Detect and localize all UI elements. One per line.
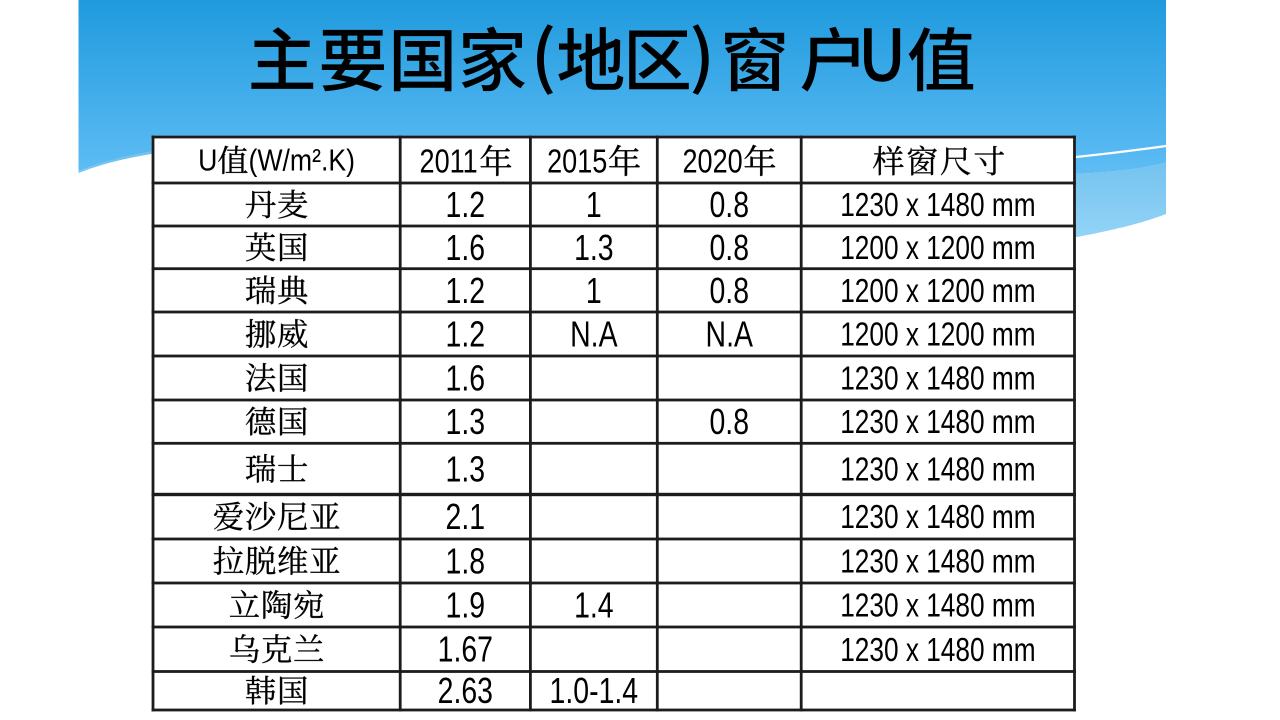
svg-text:1200 x 1200 mm: 1200 x 1200 mm	[840, 273, 1035, 310]
svg-text:1.2: 1.2	[446, 185, 486, 225]
svg-text:1230 x 1480 mm: 1230 x 1480 mm	[840, 404, 1035, 441]
svg-text:1.3: 1.3	[446, 402, 486, 442]
svg-text:0.8: 0.8	[709, 185, 749, 225]
svg-text:1.6: 1.6	[446, 358, 486, 398]
svg-text:2011: 2011	[420, 144, 478, 180]
svg-text:N.A: N.A	[706, 314, 754, 354]
svg-text:1230 x 1480 mm: 1230 x 1480 mm	[840, 588, 1035, 625]
svg-text:1230 x 1480 mm: 1230 x 1480 mm	[840, 187, 1035, 224]
svg-text:1230 x 1480 mm: 1230 x 1480 mm	[840, 499, 1035, 536]
svg-text:1.0-1.4: 1.0-1.4	[550, 671, 639, 711]
svg-text:(W/m².K): (W/m².K)	[248, 143, 355, 177]
svg-text:1230 x 1480 mm: 1230 x 1480 mm	[840, 544, 1035, 581]
svg-text:1.8: 1.8	[446, 541, 486, 581]
svg-text:1200 x 1200 mm: 1200 x 1200 mm	[840, 317, 1035, 354]
svg-text:1.4: 1.4	[574, 585, 614, 625]
svg-text:1.9: 1.9	[446, 585, 486, 625]
svg-text:1.2: 1.2	[446, 314, 486, 354]
svg-text:1.2: 1.2	[446, 271, 486, 311]
svg-text:1: 1	[586, 271, 602, 311]
svg-text:2.63: 2.63	[438, 671, 493, 711]
svg-text:0.8: 0.8	[709, 228, 749, 268]
svg-text:1.67: 1.67	[438, 629, 493, 669]
svg-text:0.8: 0.8	[709, 271, 749, 311]
svg-text:U: U	[198, 143, 217, 177]
svg-text:1230 x 1480 mm: 1230 x 1480 mm	[840, 361, 1035, 398]
svg-text:1230 x 1480 mm: 1230 x 1480 mm	[840, 632, 1035, 669]
svg-text:1200 x 1200 mm: 1200 x 1200 mm	[840, 230, 1035, 267]
svg-text:1.3: 1.3	[574, 228, 614, 268]
svg-text:2015: 2015	[547, 144, 607, 180]
svg-text:1.3: 1.3	[446, 449, 486, 489]
svg-text:1230 x 1480 mm: 1230 x 1480 mm	[840, 451, 1035, 488]
svg-text:0.8: 0.8	[709, 402, 749, 442]
svg-text:2.1: 2.1	[446, 497, 486, 537]
svg-text:1.6: 1.6	[446, 228, 486, 268]
svg-text:2020: 2020	[682, 144, 742, 180]
svg-text:1: 1	[586, 185, 602, 225]
svg-text:N.A: N.A	[570, 314, 618, 354]
